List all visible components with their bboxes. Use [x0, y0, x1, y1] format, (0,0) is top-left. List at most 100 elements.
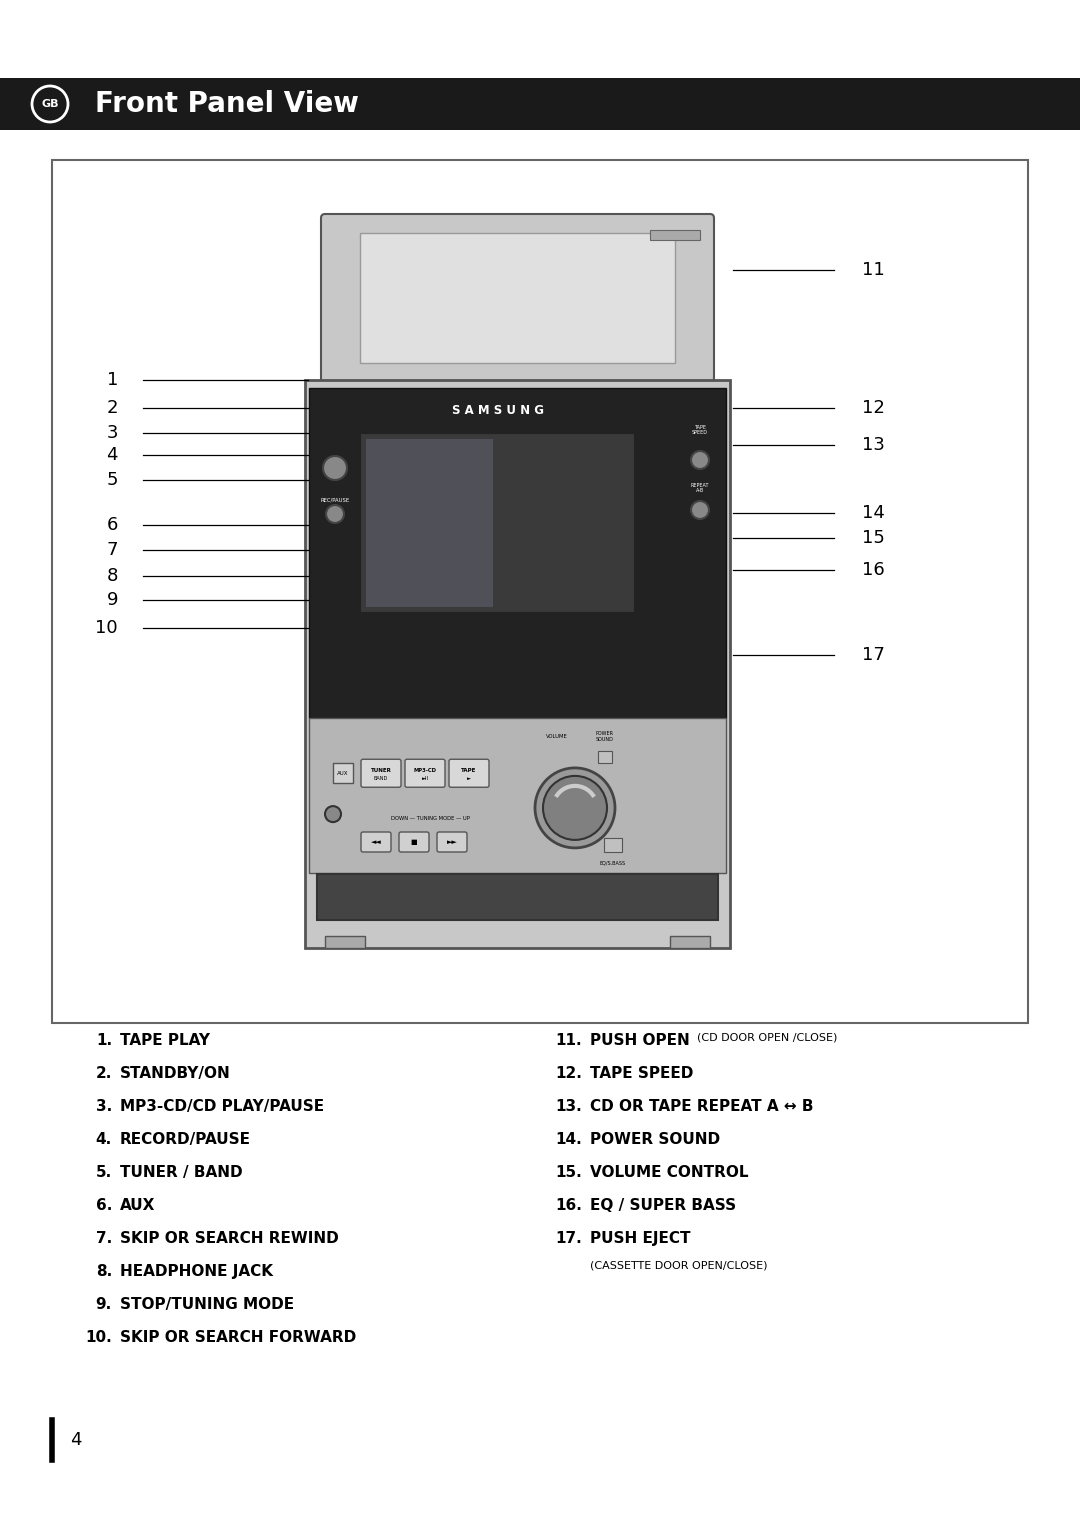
Text: STOP/TUNING MODE: STOP/TUNING MODE: [120, 1297, 294, 1313]
Circle shape: [535, 769, 615, 848]
Text: 12.: 12.: [555, 1067, 582, 1080]
Text: 8.: 8.: [96, 1264, 112, 1279]
Text: CD OR TAPE REPEAT A ↔ B: CD OR TAPE REPEAT A ↔ B: [590, 1099, 813, 1114]
Text: TUNER: TUNER: [370, 767, 391, 773]
Bar: [598, 750, 612, 762]
Text: EQ/S.BASS: EQ/S.BASS: [599, 860, 626, 865]
Text: ►II: ►II: [421, 776, 429, 781]
Text: REPEAT
A-B: REPEAT A-B: [691, 483, 710, 494]
Bar: [0, 78, 1080, 130]
Text: 2: 2: [107, 399, 118, 417]
Text: 10.: 10.: [85, 1329, 112, 1345]
Text: (CASSETTE DOOR OPEN/CLOSE): (CASSETTE DOOR OPEN/CLOSE): [590, 1261, 768, 1270]
Text: ►►: ►►: [447, 839, 457, 845]
Text: RECORD/PAUSE: RECORD/PAUSE: [120, 1132, 251, 1148]
Text: TAPE
SPEED: TAPE SPEED: [692, 425, 708, 435]
Text: 1: 1: [107, 371, 118, 390]
FancyBboxPatch shape: [321, 214, 714, 382]
FancyBboxPatch shape: [437, 833, 467, 853]
Bar: [650, 231, 700, 240]
Text: STANDBY/ON: STANDBY/ON: [120, 1067, 231, 1080]
Text: EQ / SUPER BASS: EQ / SUPER BASS: [590, 1198, 737, 1213]
FancyBboxPatch shape: [399, 833, 429, 853]
FancyBboxPatch shape: [405, 759, 445, 787]
Text: ◄◄: ◄◄: [370, 839, 381, 845]
Text: 4: 4: [70, 1432, 81, 1449]
Text: 14.: 14.: [555, 1132, 582, 1148]
Circle shape: [326, 504, 345, 523]
Text: PUSH OPEN: PUSH OPEN: [590, 1033, 696, 1048]
Bar: [309, 388, 726, 718]
Text: BAND: BAND: [374, 776, 388, 781]
Text: POWER SOUND: POWER SOUND: [590, 1132, 720, 1148]
Text: 14: 14: [862, 504, 885, 523]
Text: PUSH EJECT: PUSH EJECT: [590, 1232, 690, 1245]
Text: 17.: 17.: [555, 1232, 582, 1245]
Text: 13: 13: [862, 435, 885, 454]
Text: AUX: AUX: [337, 770, 349, 776]
Text: 9.: 9.: [96, 1297, 112, 1313]
Bar: [360, 432, 635, 613]
Text: REC/PAUSE: REC/PAUSE: [321, 498, 350, 503]
FancyBboxPatch shape: [361, 833, 391, 853]
Bar: [305, 380, 730, 947]
Text: 5.: 5.: [96, 1164, 112, 1180]
Bar: [309, 718, 726, 872]
Text: 16: 16: [862, 561, 885, 579]
Circle shape: [325, 807, 341, 822]
Text: TAPE SPEED: TAPE SPEED: [590, 1067, 693, 1080]
Text: HEADPHONE JACK: HEADPHONE JACK: [120, 1264, 273, 1279]
Text: 4.: 4.: [96, 1132, 112, 1148]
Text: 9: 9: [107, 591, 118, 610]
Text: SKIP OR SEARCH FORWARD: SKIP OR SEARCH FORWARD: [120, 1329, 356, 1345]
Text: 6.: 6.: [96, 1198, 112, 1213]
Text: 15: 15: [862, 529, 885, 547]
Circle shape: [691, 501, 708, 520]
Text: 3: 3: [107, 423, 118, 442]
Text: 6: 6: [107, 516, 118, 533]
Text: S A M S U N G: S A M S U N G: [451, 403, 543, 417]
Text: 4: 4: [107, 446, 118, 465]
Text: GB: GB: [41, 99, 58, 108]
Text: 11.: 11.: [555, 1033, 582, 1048]
Text: 13.: 13.: [555, 1099, 582, 1114]
Text: VOLUME: VOLUME: [546, 733, 568, 740]
Bar: [366, 439, 492, 607]
Bar: [52, 160, 1028, 1024]
Bar: [325, 937, 365, 947]
Text: 7.: 7.: [96, 1232, 112, 1245]
Text: DOWN — TUNING MODE — UP: DOWN — TUNING MODE — UP: [391, 816, 470, 821]
Text: 1.: 1.: [96, 1033, 112, 1048]
Text: 10: 10: [95, 619, 118, 637]
Text: SKIP OR SEARCH REWIND: SKIP OR SEARCH REWIND: [120, 1232, 339, 1245]
Text: POWER
SOUND: POWER SOUND: [596, 732, 615, 743]
Text: 11: 11: [862, 261, 885, 280]
Text: (CD DOOR OPEN /CLOSE): (CD DOOR OPEN /CLOSE): [697, 1031, 837, 1042]
Text: TAPE PLAY: TAPE PLAY: [120, 1033, 210, 1048]
Text: ■: ■: [410, 839, 417, 845]
FancyBboxPatch shape: [449, 759, 489, 787]
Bar: [604, 837, 622, 853]
Text: 12: 12: [862, 399, 885, 417]
Text: 5: 5: [107, 471, 118, 489]
Circle shape: [691, 451, 708, 469]
Text: 15.: 15.: [555, 1164, 582, 1180]
Text: 7: 7: [107, 541, 118, 559]
Text: ►: ►: [467, 776, 471, 781]
Text: MP3-CD/CD PLAY/PAUSE: MP3-CD/CD PLAY/PAUSE: [120, 1099, 324, 1114]
Text: Front Panel View: Front Panel View: [95, 90, 359, 118]
Text: 3.: 3.: [96, 1099, 112, 1114]
Text: MP3-CD: MP3-CD: [414, 767, 436, 773]
Bar: [360, 232, 675, 364]
Circle shape: [323, 455, 347, 480]
Bar: [333, 764, 353, 784]
Text: 8: 8: [107, 567, 118, 585]
FancyBboxPatch shape: [361, 759, 401, 787]
Text: VOLUME CONTROL: VOLUME CONTROL: [590, 1164, 748, 1180]
Text: TUNER / BAND: TUNER / BAND: [120, 1164, 243, 1180]
Text: 2.: 2.: [96, 1067, 112, 1080]
Text: TAPE: TAPE: [461, 767, 476, 773]
Text: AUX: AUX: [120, 1198, 156, 1213]
Text: 16.: 16.: [555, 1198, 582, 1213]
Bar: [318, 874, 718, 920]
